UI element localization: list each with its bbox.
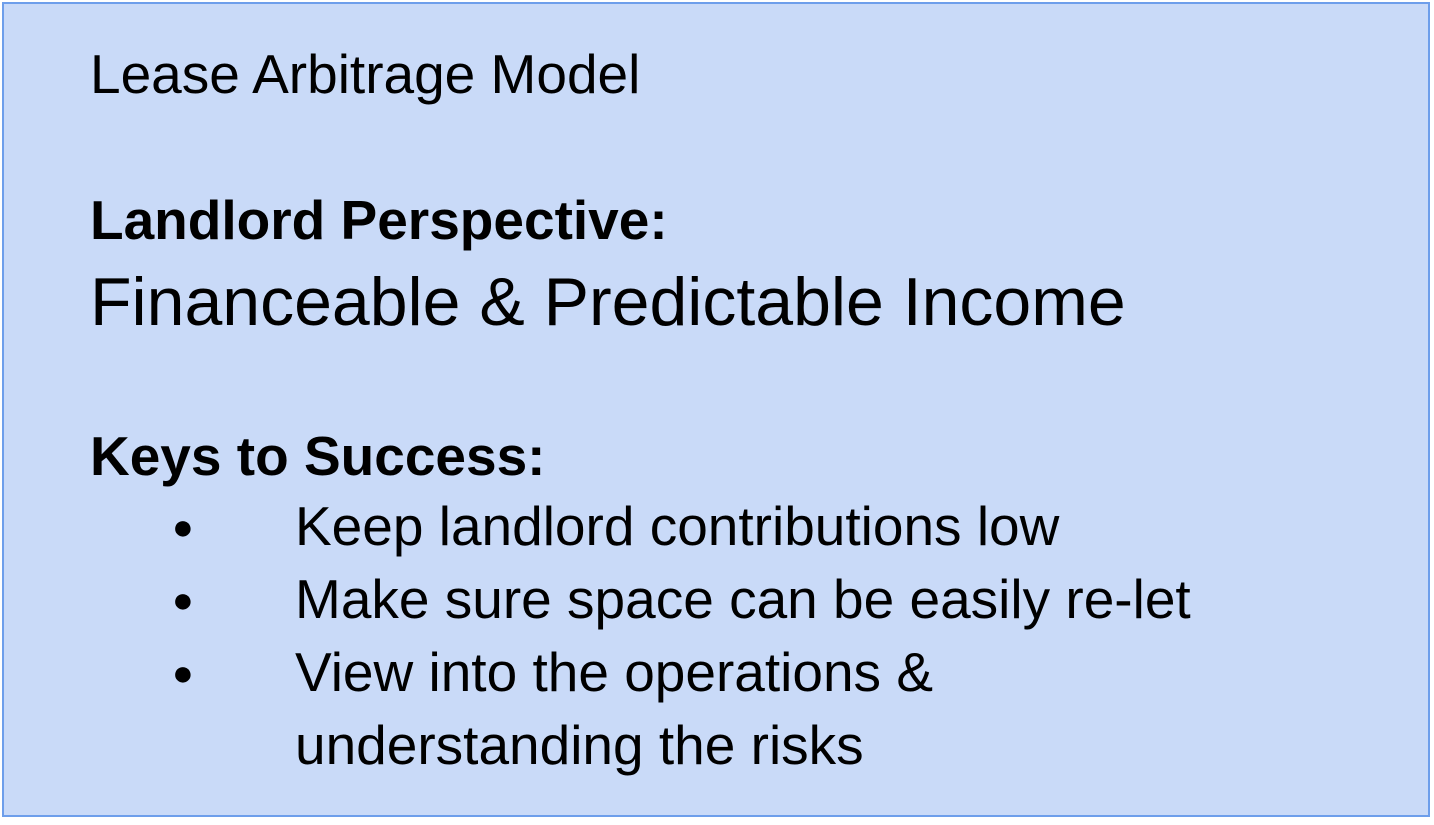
list-item: ● View into the operations & understandi…	[4, 636, 1295, 782]
list-item-text: Keep landlord contributions low	[295, 495, 1060, 557]
list-item: ● Make sure space can be easily re-let	[4, 563, 1295, 636]
perspective-heading: Landlord Perspective:	[90, 189, 668, 251]
keys-heading: Keys to Success:	[90, 425, 546, 487]
bullet-icon: ●	[172, 506, 194, 547]
bullet-icon: ●	[172, 652, 194, 693]
list-item: ● Keep landlord contributions low	[4, 490, 1295, 563]
list-item-text: Make sure space can be easily re-let	[295, 568, 1191, 630]
keys-list: ● Keep landlord contributions low ● Make…	[4, 490, 1295, 782]
list-item-text: View into the operations & understanding…	[295, 641, 934, 776]
slide-title: Lease Arbitrage Model	[90, 43, 641, 105]
bullet-icon: ●	[172, 579, 194, 620]
perspective-statement: Financeable & Predictable Income	[90, 264, 1126, 340]
